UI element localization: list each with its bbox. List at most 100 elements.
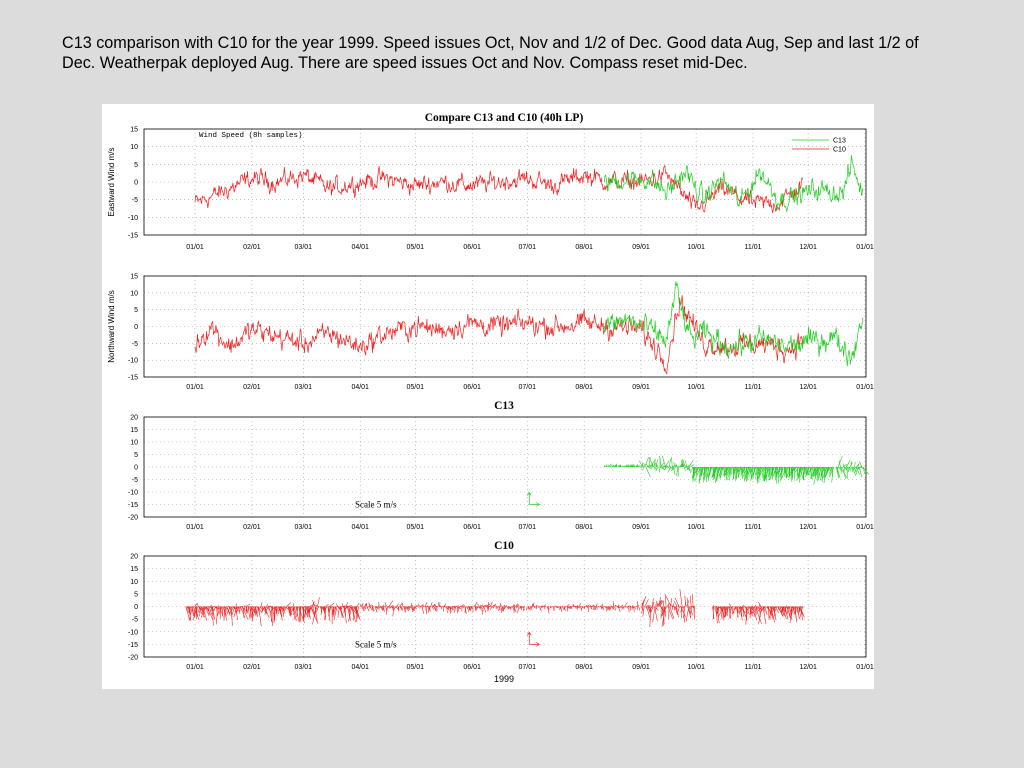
vector-stick [724,606,727,618]
y-tick-label: 10 [130,579,138,586]
vector-stick [424,602,428,607]
series-line-c13 [603,155,864,212]
vector-stick [624,606,627,608]
vector-stick [230,606,234,612]
vector-stick [702,466,706,476]
vector-stick [812,466,815,477]
vector-stick [575,605,577,607]
vector-stick [791,466,797,472]
vector-stick [670,597,673,607]
vector-stick [368,602,371,607]
vector-stick [533,606,536,609]
vector-stick [675,606,677,614]
vector-stick [664,466,667,471]
vector-stick [714,466,719,473]
vector-stick [268,606,274,627]
vector-stick [725,606,729,611]
vector-stick [618,606,621,609]
x-tick-label: 01/01 [856,384,874,391]
vector-stick [282,606,285,618]
vector-stick [781,606,784,616]
scale-arrowhead-x [536,502,540,507]
y-axis-label: Eastward Wind m/s [107,148,116,217]
y-tick-label: 15 [130,274,138,281]
vector-stick [712,605,715,607]
vector-stick [274,606,276,622]
vector-stick [642,606,645,617]
vector-stick [649,606,652,612]
vector-stick [757,466,761,476]
vector-stick [692,466,697,473]
vector-stick [656,466,658,471]
x-tick-label: 08/01 [575,384,593,391]
vector-stick [661,455,666,468]
vector-stick [280,606,283,613]
vector-stick [217,606,221,617]
vector-stick [382,606,385,611]
vector-stick [798,606,801,612]
vector-stick [698,466,702,482]
vector-stick [369,606,371,608]
vector-stick [563,606,565,611]
vector-stick [468,606,471,611]
vector-stick [261,606,264,608]
x-tick-label: 07/01 [518,524,536,531]
y-tick-label: 0 [134,465,138,472]
vector-stick [273,606,278,609]
vector-stick [218,606,221,616]
vector-stick [708,466,713,478]
x-tick-label: 01/01 [186,664,204,671]
vector-stick [629,606,631,609]
vector-stick [431,606,434,610]
vector-stick [607,466,609,468]
vector-stick [810,466,814,480]
vector-stick [670,604,674,607]
vector-stick [723,466,728,476]
vector-stick [513,606,517,613]
vector-stick [774,606,778,613]
vector-stick [804,466,807,475]
vector-stick [712,466,716,478]
vector-stick [725,606,729,617]
vector-stick [458,606,460,609]
vector-stick [198,606,203,614]
vector-stick [345,602,348,607]
vector-stick [556,606,558,608]
scale-arrowhead-y [526,631,532,636]
vector-stick [462,606,464,609]
vector-stick [785,466,787,479]
x-tick-label: 07/01 [518,384,536,391]
plot-frame [143,275,867,378]
y-tick-label: -20 [128,655,138,662]
vector-stick [837,466,839,478]
vector-stick [774,466,781,481]
vector-stick [265,606,270,612]
vector-stick [356,606,359,619]
vector-stick [421,606,425,614]
vector-stick [608,606,611,611]
vector-stick [400,606,402,608]
vector-stick [444,603,446,607]
vector-stick [312,600,315,607]
vector-stick [747,466,752,476]
vector-stick [359,604,362,607]
vector-stick [829,466,833,474]
vector-stick [519,606,523,609]
vector-stick [643,463,646,468]
vector-stick [311,606,315,616]
vector-stick [749,466,753,476]
vector-stick [754,606,757,617]
x-tick-label: 05/01 [407,244,425,251]
vector-stick [783,466,786,478]
vector-stick [778,466,784,479]
vector-stick [276,606,278,616]
vector-stick [631,605,634,607]
vector-stick [648,466,652,470]
vector-stick [789,606,794,623]
vector-stick [569,606,571,608]
vector-stick [688,465,691,468]
vector-stick [237,606,240,612]
vector-stick [754,604,757,607]
vector-stick [857,465,860,468]
vector-stick [668,458,671,468]
